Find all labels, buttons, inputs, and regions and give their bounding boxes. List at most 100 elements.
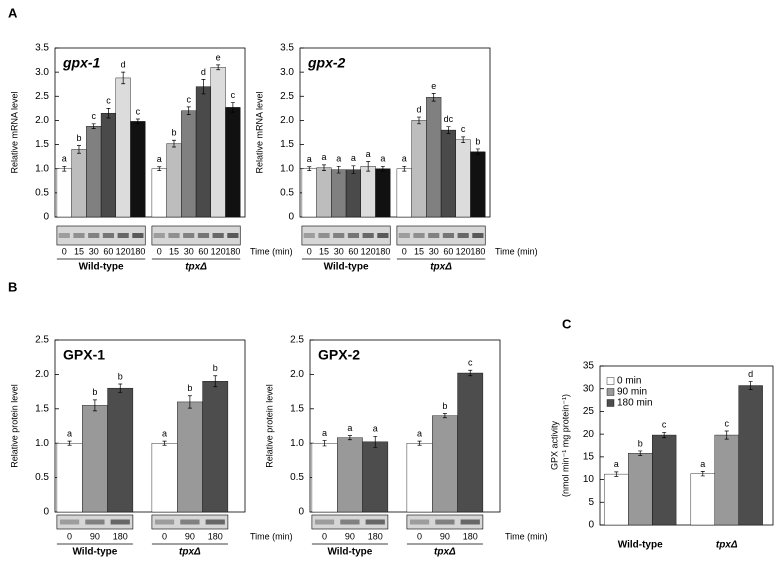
blot-band: [442, 233, 455, 238]
bar: [470, 151, 486, 218]
bar: [151, 168, 167, 218]
panel-label: C: [562, 316, 572, 331]
significance-letter: c: [468, 358, 473, 368]
blot-band: [398, 233, 410, 238]
bar: [426, 97, 442, 218]
error-bar: [724, 430, 729, 440]
y-tick-label: 1.0: [280, 163, 294, 174]
error-bar: [106, 108, 111, 119]
group-label: tpxΔ: [185, 262, 207, 273]
significance-letter: a: [402, 154, 407, 164]
bar: [115, 77, 131, 218]
significance-letter: b: [171, 128, 176, 138]
significance-letter: c: [231, 90, 236, 100]
y-tick-label: 1.5: [280, 139, 294, 150]
y-tick-label: 15: [583, 451, 595, 462]
blot-band: [435, 519, 455, 525]
x-tick-label: 90: [440, 531, 450, 541]
x-tick-label: 60: [103, 246, 113, 256]
legend-label: 0 min: [617, 376, 641, 387]
error-bar: [461, 136, 466, 143]
blot: [151, 225, 241, 246]
x-tick-label: 0: [62, 246, 67, 256]
significance-letter: b: [118, 371, 123, 381]
error-bar: [76, 145, 81, 154]
error-bar: [213, 375, 218, 388]
group-label: tpxΔ: [716, 540, 738, 551]
significance-letter: a: [336, 154, 341, 164]
x-tick-label: 0: [417, 531, 422, 541]
significance-letter: a: [162, 429, 167, 439]
significance-letter: a: [366, 149, 371, 159]
error-bar: [351, 165, 356, 174]
blot-band: [377, 233, 389, 238]
y-axis-label: Relative mRNA level: [9, 91, 19, 173]
significance-letter: c: [186, 94, 191, 104]
bar: [432, 415, 458, 513]
x-tick-label: 15: [169, 246, 179, 256]
bar: [316, 167, 332, 218]
group-label: tpxΔ: [434, 547, 456, 558]
chart-title: GPX-1: [63, 347, 105, 363]
blot-band: [197, 233, 210, 238]
x-tick-label: 30: [429, 246, 439, 256]
y-tick-label: 1.0: [290, 438, 304, 449]
x-tick-label: 15: [414, 246, 424, 256]
blot-band: [85, 519, 105, 525]
panel-label: B: [8, 279, 17, 294]
blot-band: [314, 519, 335, 525]
error-bar: [417, 440, 422, 446]
y-tick-label: 0.5: [280, 187, 294, 198]
bar: [331, 169, 347, 218]
bar: [100, 112, 116, 218]
significance-letter: a: [373, 424, 378, 434]
x-tick-label: 180: [463, 531, 478, 541]
y-tick-label: 0: [298, 507, 304, 518]
error-bar: [135, 118, 140, 125]
y-tick-label: 3.0: [280, 67, 294, 78]
blot-band: [340, 519, 360, 525]
error-bar: [118, 383, 123, 393]
error-bar: [187, 395, 192, 409]
error-bar: [307, 166, 312, 171]
bar: [455, 139, 471, 218]
significance-letter: a: [700, 459, 705, 469]
chart-title: gpx-1: [62, 55, 101, 71]
bar: [130, 121, 146, 218]
plot-frame: [299, 47, 491, 218]
y-axis-label: Relative mRNA level: [254, 91, 264, 173]
y-tick-label: 2.0: [35, 115, 49, 126]
error-bar: [162, 440, 167, 446]
blot-band: [153, 233, 165, 238]
legend-swatch: [606, 388, 615, 396]
y-tick-label: 0: [588, 520, 594, 531]
significance-letter: b: [213, 363, 218, 373]
blot-band: [59, 519, 80, 525]
error-bar: [700, 471, 705, 477]
significance-letter: b: [475, 136, 480, 146]
blot-band: [88, 233, 100, 238]
error-bar: [92, 399, 97, 412]
x-tick-label: 60: [198, 246, 208, 256]
bar: [362, 441, 389, 513]
group-label: Wild-type: [72, 547, 117, 558]
bar: [714, 434, 739, 526]
blot-band: [58, 233, 70, 238]
bar: [411, 120, 427, 218]
bar: [202, 381, 229, 513]
legend-label: 90 min: [617, 387, 647, 398]
error-bar: [380, 165, 385, 172]
x-tick-label: 0: [162, 531, 167, 541]
error-bar: [446, 126, 451, 134]
blot: [301, 225, 391, 246]
bar: [56, 443, 83, 513]
error-bar: [201, 79, 206, 95]
bar: [375, 168, 391, 218]
y-tick-label: 1.0: [35, 438, 49, 449]
error-bar: [662, 431, 667, 439]
significance-letter: a: [321, 152, 326, 162]
y-tick-label: 35: [583, 361, 595, 372]
x-tick-label: 30: [184, 246, 194, 256]
error-bar: [157, 166, 162, 171]
bar: [177, 401, 203, 513]
